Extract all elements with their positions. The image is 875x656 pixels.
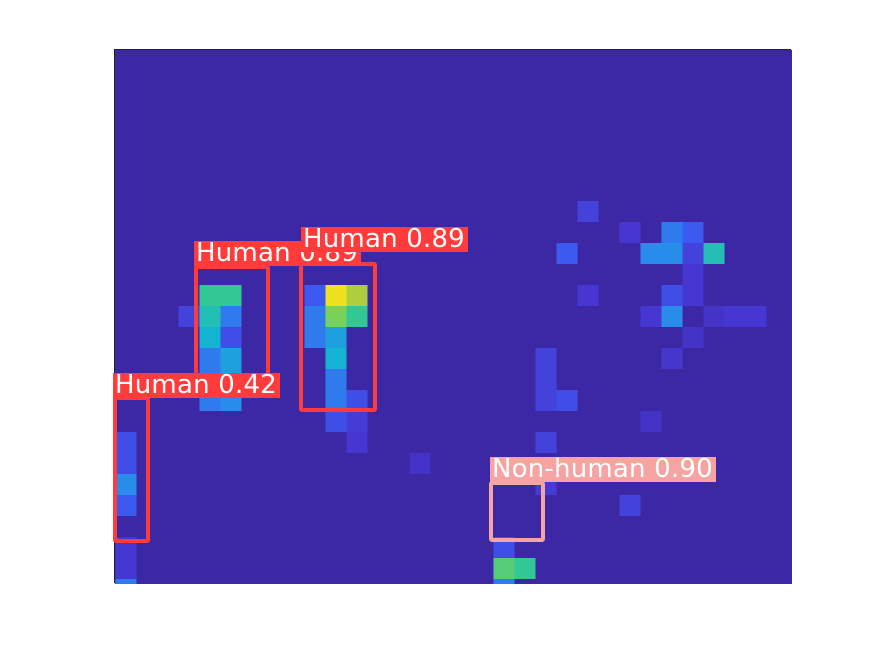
heatmap-cell — [199, 285, 221, 306]
heatmap-cell — [304, 327, 326, 348]
heatmap-cell — [325, 306, 347, 327]
heatmap-cell — [556, 243, 578, 264]
heatmap — [115, 50, 792, 584]
heatmap-cell — [220, 348, 242, 369]
detection-label-human-2: Human 0.89 — [301, 226, 468, 252]
heatmap-cell — [619, 222, 641, 243]
heatmap-cell — [577, 201, 599, 222]
heatmap-cell — [535, 369, 557, 390]
heatmap-cell — [535, 432, 557, 453]
heatmap-cell — [325, 327, 347, 348]
heatmap-cell — [661, 306, 683, 327]
heatmap-cell — [682, 285, 704, 306]
heatmap-cell — [304, 285, 326, 306]
heatmap-cell — [199, 327, 221, 348]
heatmap-cell — [325, 390, 347, 411]
detection-box-human-1 — [194, 265, 270, 378]
heatmap-cell — [493, 558, 515, 579]
heatmap-cell — [661, 222, 683, 243]
heatmap-cell — [661, 285, 683, 306]
heatmap-cell — [577, 285, 599, 306]
heatmap-cell — [619, 495, 641, 516]
heatmap-cell — [115, 432, 137, 453]
detection-box-human-2 — [299, 262, 377, 412]
heatmap-cell — [682, 327, 704, 348]
detection-label-non-human: Non-human 0.90 — [490, 456, 716, 482]
heatmap-cell — [640, 243, 662, 264]
heatmap-cell — [556, 390, 578, 411]
detection-label-human-1: Human 0.89 — [194, 240, 361, 266]
heatmap-cell — [220, 306, 242, 327]
heatmap-cell — [514, 558, 536, 579]
heatmap-cell — [346, 306, 368, 327]
heatmap-cell — [346, 285, 368, 306]
heatmap-cell — [115, 474, 137, 495]
heatmap-cell — [493, 579, 515, 584]
heatmap-cell — [682, 222, 704, 243]
heatmap-cell — [493, 537, 515, 558]
heatmap-cell — [220, 285, 242, 306]
heatmap-cell — [199, 306, 221, 327]
heatmap-cell — [724, 306, 746, 327]
heatmap-cell — [199, 348, 221, 369]
heatmap-cell — [325, 369, 347, 390]
heatmap-cell — [325, 411, 347, 432]
heatmap-cell — [682, 243, 704, 264]
heatmap-cell — [115, 495, 137, 516]
heatmap-cell — [115, 558, 137, 579]
heatmap-cell — [346, 411, 368, 432]
heatmap-cell — [304, 306, 326, 327]
heatmap-cell — [115, 453, 137, 474]
heatmap-cell — [682, 264, 704, 285]
detection-box-human-3 — [113, 396, 150, 543]
heatmap-cell — [346, 432, 368, 453]
heatmap-cell — [325, 285, 347, 306]
heatmap-cell — [640, 306, 662, 327]
heatmap-cell — [661, 243, 683, 264]
heatmap-cell — [409, 453, 431, 474]
heatmap-cell — [640, 411, 662, 432]
heatmap-cell — [703, 306, 725, 327]
heatmap-cell — [220, 327, 242, 348]
heatmap-plot-area: Human 0.89 Human 0.89 Human 0.42 Non-hum… — [113, 49, 792, 584]
heatmap-cell — [115, 579, 137, 584]
heatmap-cell — [535, 348, 557, 369]
detection-label-human-3: Human 0.42 — [113, 372, 280, 398]
heatmap-cell — [703, 243, 725, 264]
heatmap-cell — [346, 390, 368, 411]
heatmap-cell — [325, 348, 347, 369]
heatmap-cell — [661, 348, 683, 369]
heatmap-cell — [535, 390, 557, 411]
heatmap-cell — [745, 306, 767, 327]
detection-box-non-human — [489, 481, 545, 542]
